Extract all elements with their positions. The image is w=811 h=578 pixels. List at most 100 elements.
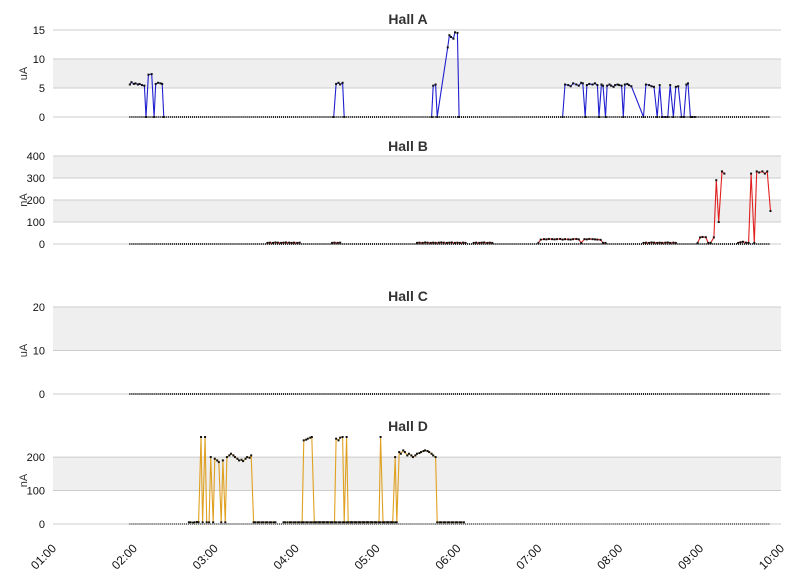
zero-marker xyxy=(614,243,616,245)
zero-marker xyxy=(254,243,256,245)
zero-marker xyxy=(719,393,721,395)
data-point xyxy=(301,521,304,524)
zero-marker xyxy=(244,393,246,395)
zero-marker xyxy=(562,393,564,395)
zero-marker xyxy=(758,393,760,395)
data-point xyxy=(274,521,277,524)
zero-marker xyxy=(258,116,260,118)
zero-marker xyxy=(438,243,440,245)
data-point xyxy=(250,454,253,457)
data-point xyxy=(228,454,231,457)
zero-marker xyxy=(347,116,349,118)
zero-marker xyxy=(285,116,287,118)
zero-marker xyxy=(432,393,434,395)
zero-marker xyxy=(766,116,768,118)
zero-marker xyxy=(264,116,266,118)
zero-marker xyxy=(137,393,139,395)
zero-marker xyxy=(325,393,327,395)
zero-marker xyxy=(161,116,163,118)
data-point xyxy=(333,521,336,524)
zero-marker xyxy=(260,393,262,395)
zero-marker xyxy=(671,243,673,245)
zero-marker xyxy=(266,116,268,118)
zero-marker xyxy=(163,393,165,395)
zero-marker xyxy=(376,243,378,245)
zero-marker xyxy=(194,243,196,245)
zero-marker xyxy=(695,243,697,245)
zero-marker xyxy=(198,243,200,245)
data-point xyxy=(317,521,320,524)
data-point xyxy=(302,439,305,442)
zero-marker xyxy=(206,116,208,118)
data-point xyxy=(691,116,694,118)
data-point xyxy=(604,241,607,244)
zero-marker xyxy=(272,116,274,118)
data-point xyxy=(699,236,702,239)
zero-marker xyxy=(725,116,727,118)
zero-marker xyxy=(645,116,647,118)
data-point xyxy=(567,84,570,87)
zero-marker xyxy=(406,116,408,118)
zero-marker xyxy=(250,393,252,395)
zero-marker xyxy=(248,243,250,245)
data-point xyxy=(345,436,348,438)
zero-marker xyxy=(501,116,503,118)
zero-marker xyxy=(723,393,725,395)
x-tick-label: 03:00 xyxy=(190,541,221,572)
data-point xyxy=(596,84,599,87)
data-point xyxy=(309,521,312,524)
zero-marker xyxy=(566,393,568,395)
zero-marker xyxy=(384,243,386,245)
zero-marker xyxy=(511,243,513,245)
zero-marker xyxy=(303,116,305,118)
zero-marker xyxy=(616,243,618,245)
data-point xyxy=(424,449,427,452)
zero-marker xyxy=(695,116,697,118)
zero-marker xyxy=(287,243,289,245)
zero-marker xyxy=(436,393,438,395)
zero-marker xyxy=(165,243,167,245)
zero-marker xyxy=(272,243,274,245)
zero-marker xyxy=(303,243,305,245)
data-point xyxy=(274,241,277,244)
zero-marker xyxy=(133,393,135,395)
data-point xyxy=(483,241,486,244)
zero-marker xyxy=(173,116,175,118)
panel-2: 0 10 20 uA Hall C xyxy=(18,288,781,401)
zero-marker xyxy=(501,243,503,245)
zero-marker xyxy=(329,393,331,395)
zero-marker xyxy=(293,393,295,395)
data-point xyxy=(209,456,212,459)
data-point xyxy=(696,241,699,244)
data-point xyxy=(314,521,317,524)
zero-marker xyxy=(414,393,416,395)
data-point xyxy=(569,85,572,88)
data-point xyxy=(238,459,241,462)
zero-marker xyxy=(240,243,242,245)
zero-marker xyxy=(422,393,424,395)
zero-marker xyxy=(560,393,562,395)
data-point xyxy=(462,241,465,244)
zero-marker xyxy=(608,393,610,395)
zero-marker xyxy=(250,243,252,245)
zero-marker xyxy=(392,243,394,245)
zero-marker xyxy=(149,243,151,245)
zero-marker xyxy=(270,393,272,395)
zero-marker xyxy=(196,393,198,395)
zero-marker xyxy=(143,393,145,395)
zero-marker xyxy=(305,243,307,245)
zero-marker xyxy=(610,116,612,118)
zero-marker xyxy=(750,116,752,118)
data-point xyxy=(664,241,667,244)
zero-marker xyxy=(190,116,192,118)
zero-marker xyxy=(369,243,371,245)
data-point xyxy=(327,521,330,524)
data-point xyxy=(581,82,584,85)
zero-marker xyxy=(179,243,181,245)
zero-marker xyxy=(535,243,537,245)
data-point xyxy=(653,241,656,244)
zero-marker xyxy=(564,393,566,395)
data-point xyxy=(379,436,382,438)
zero-marker xyxy=(647,116,649,118)
zero-marker xyxy=(744,393,746,395)
